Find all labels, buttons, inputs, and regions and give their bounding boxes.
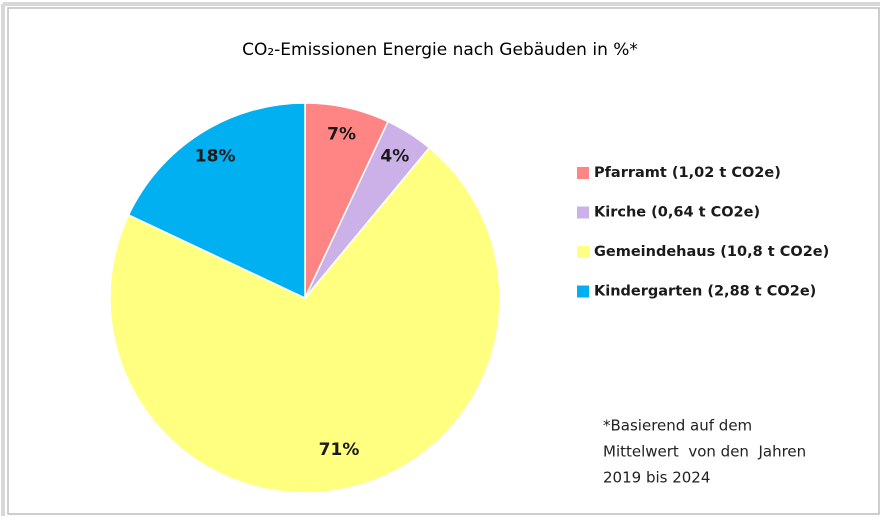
pie-slice bbox=[127, 102, 306, 300]
chart-title: CO₂-Emissionen Energie nach Gebäuden in … bbox=[242, 40, 638, 60]
data-label: 18% bbox=[195, 146, 236, 166]
legend-label: Pfarramt (1,02 t CO2e) bbox=[594, 165, 781, 181]
annotation: Mittelwert von den Jahren bbox=[603, 443, 806, 461]
legend-label: Gemeindehaus (10,8 t CO2e) bbox=[594, 244, 829, 260]
data-label: 4% bbox=[380, 146, 409, 166]
legend-swatch bbox=[577, 167, 589, 179]
annotation: *Basierend auf dem bbox=[603, 417, 752, 435]
annotation: 2019 bis 2024 bbox=[603, 469, 710, 487]
legend-swatch bbox=[577, 246, 589, 258]
data-label: 71% bbox=[319, 440, 360, 460]
legend-label: Kirche (0,64 t CO2e) bbox=[594, 205, 760, 221]
legend-label: Kindergarten (2,88 t CO2e) bbox=[594, 284, 816, 300]
data-label: 7% bbox=[327, 124, 356, 144]
legend-swatch bbox=[577, 206, 589, 219]
pie-slice bbox=[109, 146, 501, 494]
legend-swatch bbox=[577, 285, 589, 298]
